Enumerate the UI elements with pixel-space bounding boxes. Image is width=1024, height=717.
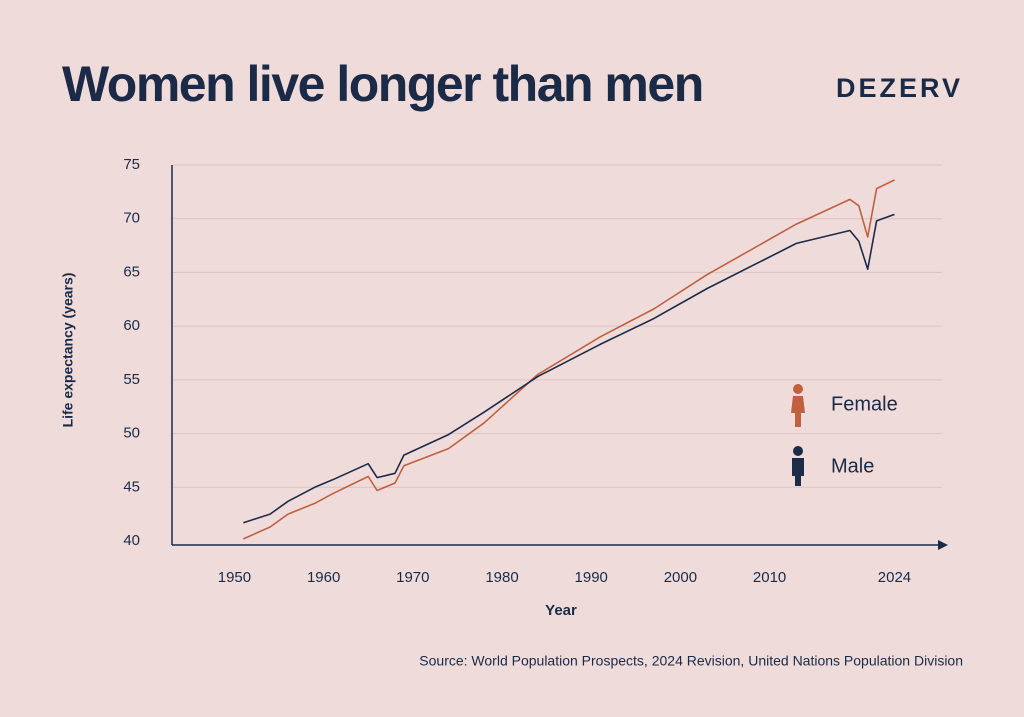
- legend-icon-body: [791, 396, 805, 427]
- x-axis-label: Year: [545, 602, 577, 619]
- x-tick-label: 1960: [307, 569, 340, 586]
- series-line: [243, 213, 895, 524]
- x-tick-label: 1990: [575, 569, 608, 586]
- y-tick-label: 45: [123, 478, 140, 495]
- y-tick-label: 40: [123, 532, 140, 549]
- legend-icon-head: [793, 446, 803, 456]
- legend-label: Female: [831, 393, 898, 415]
- y-tick-label: 65: [123, 263, 140, 280]
- legend-icon-head: [793, 384, 803, 394]
- y-tick-label: 50: [123, 425, 140, 442]
- x-tick-label: 2010: [753, 569, 786, 586]
- x-tick-label: 2000: [664, 569, 697, 586]
- legend-icon-body: [792, 458, 804, 486]
- x-tick-label: 1970: [396, 569, 429, 586]
- series-line: [243, 179, 895, 540]
- y-axis-label: Life expectancy (years): [60, 273, 76, 428]
- y-tick-label: 55: [123, 371, 140, 388]
- source: Source: World Population Prospects, 2024…: [419, 653, 963, 669]
- brand: DEZERV: [836, 73, 963, 103]
- y-tick-label: 70: [123, 210, 140, 227]
- chart-title: Women live longer than men: [62, 56, 703, 112]
- x-axis-arrow: [938, 540, 948, 550]
- y-tick-label: 75: [123, 156, 140, 173]
- legend-label: Male: [831, 455, 874, 477]
- x-tick-label: 1980: [485, 569, 518, 586]
- x-tick-label: 1950: [218, 569, 251, 586]
- x-tick-label: 2024: [878, 569, 911, 586]
- y-tick-label: 60: [123, 317, 140, 334]
